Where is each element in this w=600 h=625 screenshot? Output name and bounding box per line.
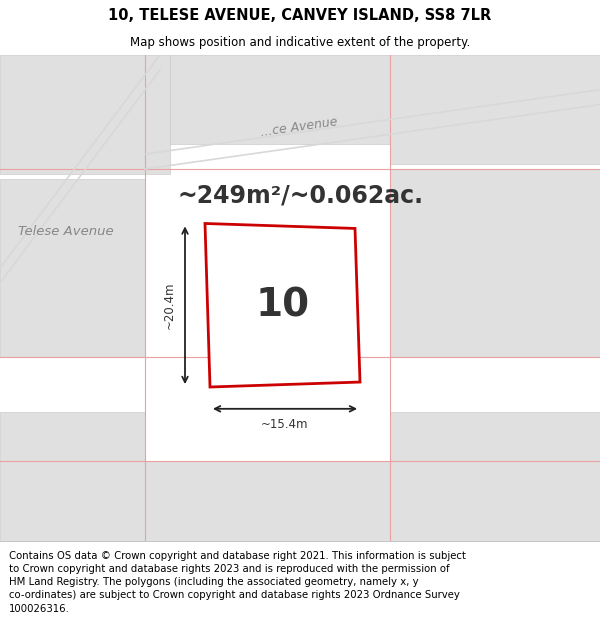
Text: Map shows position and indicative extent of the property.: Map shows position and indicative extent… <box>130 36 470 49</box>
Text: 10: 10 <box>256 286 310 324</box>
Bar <box>170 55 390 144</box>
Bar <box>0 55 170 174</box>
Text: ~249m²/~0.062ac.: ~249m²/~0.062ac. <box>177 184 423 208</box>
Bar <box>390 169 600 358</box>
Bar <box>0 179 145 357</box>
Text: ~15.4m: ~15.4m <box>261 418 309 431</box>
Bar <box>0 412 145 541</box>
Text: ...ce Avenue: ...ce Avenue <box>260 116 339 139</box>
Polygon shape <box>205 224 360 387</box>
Text: Contains OS data © Crown copyright and database right 2021. This information is : Contains OS data © Crown copyright and d… <box>9 551 466 614</box>
Bar <box>390 55 600 164</box>
Text: Telese Avenue: Telese Avenue <box>18 226 113 238</box>
Bar <box>145 461 390 541</box>
Text: 10, TELESE AVENUE, CANVEY ISLAND, SS8 7LR: 10, TELESE AVENUE, CANVEY ISLAND, SS8 7L… <box>109 8 491 23</box>
Text: ~20.4m: ~20.4m <box>163 281 176 329</box>
Bar <box>390 412 600 541</box>
